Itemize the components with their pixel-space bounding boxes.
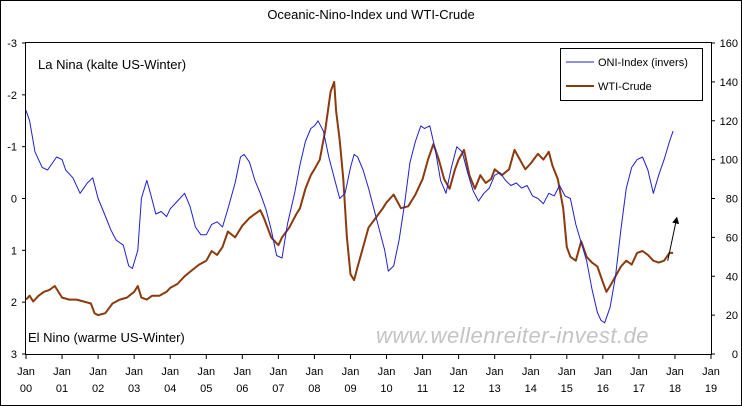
x-tick-label-month: Jan <box>450 366 468 378</box>
right-tick-label: 40 <box>726 271 738 283</box>
left-tick-label: -3 <box>7 38 17 50</box>
x-tick-label-year: 12 <box>453 383 465 395</box>
x-tick-label-year: 17 <box>633 383 645 395</box>
x-tick-label-year: 11 <box>417 383 428 395</box>
x-tick-label-month: Jan <box>306 366 324 378</box>
x-axis: Jan 00 Jan 01 Jan 02 Jan 03 Jan 04 Jan 05 Jan 06 Jan 07… <box>17 354 720 395</box>
annotation-la-nina: La Nina (kalte US-Winter) <box>38 57 186 72</box>
x-tick-label-year: 09 <box>344 383 356 395</box>
x-tick-label-year: 02 <box>92 383 104 395</box>
chart-title: Oceanic-Nino-Index und WTI-Crude <box>267 7 474 22</box>
legend-label-oni: ONI-Index (invers) <box>598 57 688 69</box>
x-tick-label-year: 18 <box>669 383 681 395</box>
x-tick-label-month: Jan <box>269 366 287 378</box>
right-tick-label: 140 <box>720 77 738 89</box>
x-tick-label-month: Jan <box>666 366 684 378</box>
x-tick-label-year: 06 <box>236 383 248 395</box>
x-tick-label-year: 05 <box>200 383 212 395</box>
x-tick-label-year: 03 <box>128 383 140 395</box>
right-axis: 0 20 40 60 80 100 120 140 160 <box>711 38 738 361</box>
x-tick-label-month: Jan <box>594 366 612 378</box>
x-tick-label-month: Jan <box>522 366 540 378</box>
x-tick-label-year: 07 <box>272 383 284 395</box>
right-tick-label: 0 <box>732 349 738 361</box>
x-tick-label-month: Jan <box>342 366 360 378</box>
right-tick-label: 60 <box>726 232 738 244</box>
series-layer <box>25 80 680 324</box>
x-tick-label-month: Jan <box>486 366 504 378</box>
x-tick-label-year: 08 <box>308 383 320 395</box>
x-tick-label-year: 14 <box>525 383 537 395</box>
right-tick-label: 100 <box>720 155 738 167</box>
x-tick-label-year: 10 <box>380 383 392 395</box>
right-tick-label: 80 <box>726 194 738 206</box>
left-tick-label: 3 <box>11 349 17 361</box>
left-tick-label: 1 <box>11 245 17 257</box>
right-tick-label: 160 <box>720 38 738 50</box>
x-tick-label-month: Jan <box>702 366 720 378</box>
annotation-el-nino: El Nino (warme US-Winter) <box>28 330 185 345</box>
x-tick-label-year: 19 <box>705 383 717 395</box>
x-tick-label-month: Jan <box>378 366 396 378</box>
x-tick-label-month: Jan <box>414 366 432 378</box>
left-tick-label: -1 <box>7 142 17 154</box>
watermark: www.wellenreiter-invest.de <box>376 323 649 348</box>
oni-series-line <box>25 110 674 324</box>
x-tick-label-month: Jan <box>233 366 251 378</box>
right-tick-label: 120 <box>720 116 738 128</box>
left-tick-label: 2 <box>11 297 17 309</box>
x-tick-label-month: Jan <box>161 366 179 378</box>
left-tick-label: 0 <box>11 194 17 206</box>
left-axis: -3 -2 -1 0 1 2 3 <box>7 38 26 361</box>
legend-box <box>560 48 703 101</box>
right-tick-label: 20 <box>726 310 738 322</box>
wti-series-line <box>25 80 674 317</box>
x-tick-label-month: Jan <box>630 366 648 378</box>
x-tick-label-year: 16 <box>597 383 609 395</box>
x-tick-label-year: 01 <box>56 383 68 395</box>
x-tick-label-year: 04 <box>164 383 176 395</box>
legend: ONI-Index (invers) WTI-Crude <box>560 48 703 101</box>
x-tick-label-month: Jan <box>558 366 576 378</box>
x-tick-label-year: 15 <box>561 383 573 395</box>
trend-arrow <box>667 216 680 261</box>
legend-label-wti: WTI-Crude <box>598 81 652 93</box>
x-tick-label-month: Jan <box>197 366 215 378</box>
x-tick-label-year: 13 <box>489 383 501 395</box>
x-tick-label-year: 00 <box>20 383 32 395</box>
x-tick-label-month: Jan <box>53 366 71 378</box>
left-tick-label: -2 <box>7 90 17 102</box>
x-tick-label-month: Jan <box>89 366 107 378</box>
x-tick-label-month: Jan <box>17 366 35 378</box>
x-tick-label-month: Jan <box>125 366 143 378</box>
